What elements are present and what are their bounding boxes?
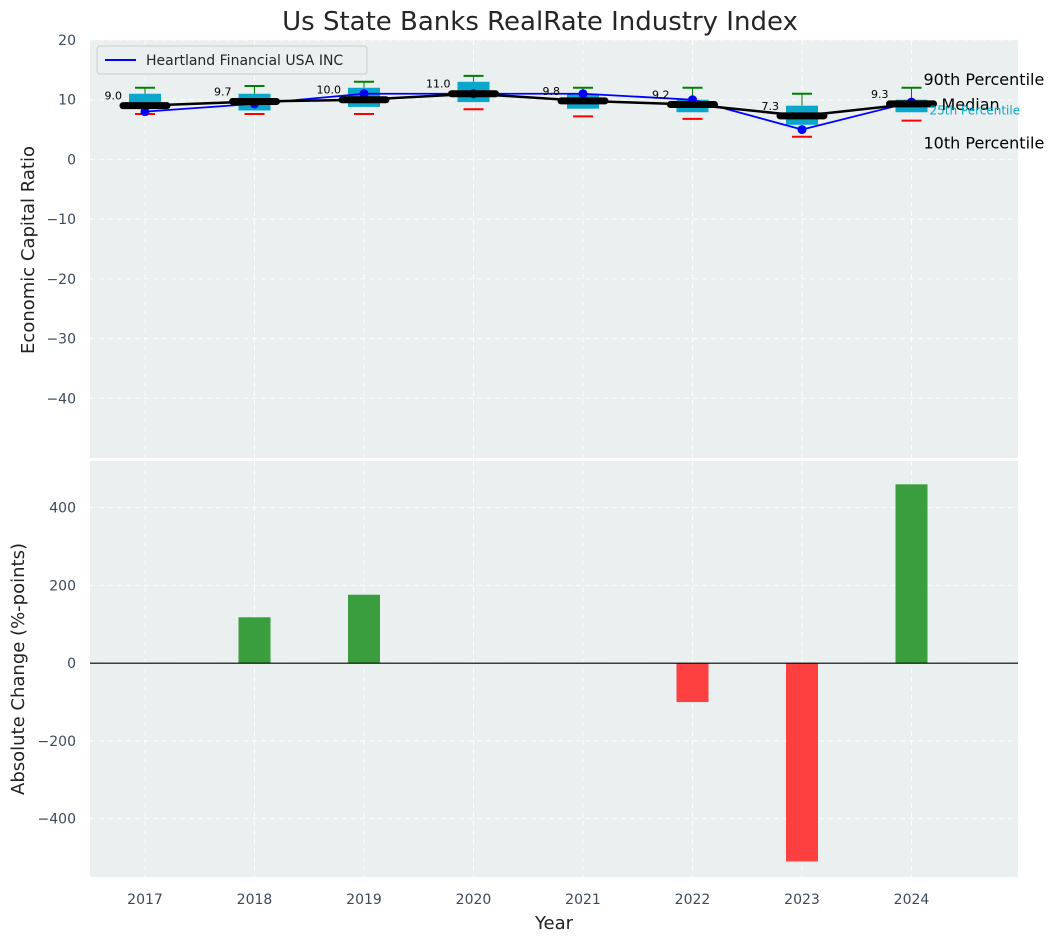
x-tick-label: 2017 — [127, 892, 163, 908]
legend: Heartland Financial USA INC — [96, 45, 368, 75]
legend-box — [96, 45, 368, 75]
median-value-label: 9.2 — [652, 88, 670, 101]
change-bar — [786, 663, 818, 862]
x-tick-label: 2022 — [675, 892, 711, 908]
change-bar — [348, 594, 380, 664]
top-y-tick-label: −30 — [46, 332, 76, 348]
top-y-tick-label: 0 — [67, 152, 76, 168]
x-tick-label: 2023 — [784, 892, 820, 908]
top-y-tick-label: −20 — [46, 272, 76, 288]
company-series-point — [140, 107, 150, 117]
x-tick-label: 2021 — [565, 892, 601, 908]
bottom-y-tick-label: −200 — [38, 734, 76, 750]
bottom-y-tick-label: 0 — [67, 656, 76, 672]
x-tick-label: 2018 — [237, 892, 273, 908]
x-axis-label: Year — [534, 913, 574, 934]
bottom-plot-area — [90, 461, 1018, 877]
bottom-y-tick-labels: 400 200 0 −200 −400 — [38, 501, 76, 828]
bottom-chart-marks — [90, 484, 1018, 862]
chart-title: Us State Banks RealRate Industry Index — [282, 7, 798, 37]
bottom-y-tick-label: 400 — [49, 501, 76, 517]
top-y-tick-label: 20 — [58, 33, 76, 49]
median-value-label: 9.3 — [871, 88, 889, 101]
median-value-label: 11.0 — [426, 78, 451, 91]
company-series-point — [359, 89, 369, 99]
x-tick-label: 2020 — [456, 892, 492, 908]
top-y-axis-label: Economic Capital Ratio — [18, 146, 39, 354]
bottom-y-tick-label: 200 — [49, 578, 76, 594]
top-chart-marks: 9.0 9.7 10.0 11.0 9.8 9.2 7.3 9.3 90th Percentil… — [105, 70, 1045, 153]
median-value-label: 10.0 — [317, 84, 342, 97]
top-y-tick-label: −40 — [46, 391, 76, 407]
top-y-tick-label: 10 — [58, 93, 76, 109]
bottom-y-tick-label: −400 — [38, 812, 76, 828]
bottom-y-axis-label: Absolute Change (%-points) — [8, 543, 29, 795]
legend-label: Heartland Financial USA INC — [146, 53, 343, 69]
change-bar — [895, 484, 928, 664]
x-tick-label: 2024 — [894, 892, 930, 908]
median-value-label: 9.8 — [543, 85, 561, 98]
median-side-label: Median — [942, 95, 1000, 114]
p90-side-label: 90th Percentile — [924, 70, 1045, 89]
company-series-point — [578, 89, 588, 99]
change-bar — [676, 663, 709, 703]
top-y-tick-label: −10 — [46, 212, 76, 228]
p10-side-label: 10th Percentile — [924, 134, 1045, 153]
p25-side-label: 25th Percentile — [930, 103, 1021, 117]
x-tick-label: 2019 — [346, 892, 382, 908]
median-value-label: 9.7 — [214, 86, 232, 99]
median-value-label: 7.3 — [762, 100, 780, 113]
change-bar — [238, 617, 271, 664]
top-y-tick-labels: 20 10 0 −10 −20 −30 −40 — [46, 33, 76, 407]
company-series-point — [797, 125, 807, 135]
x-tick-labels: 2017 2018 2019 2020 2021 2022 2023 2024 — [127, 892, 929, 908]
median-value-label: 9.0 — [105, 90, 123, 103]
